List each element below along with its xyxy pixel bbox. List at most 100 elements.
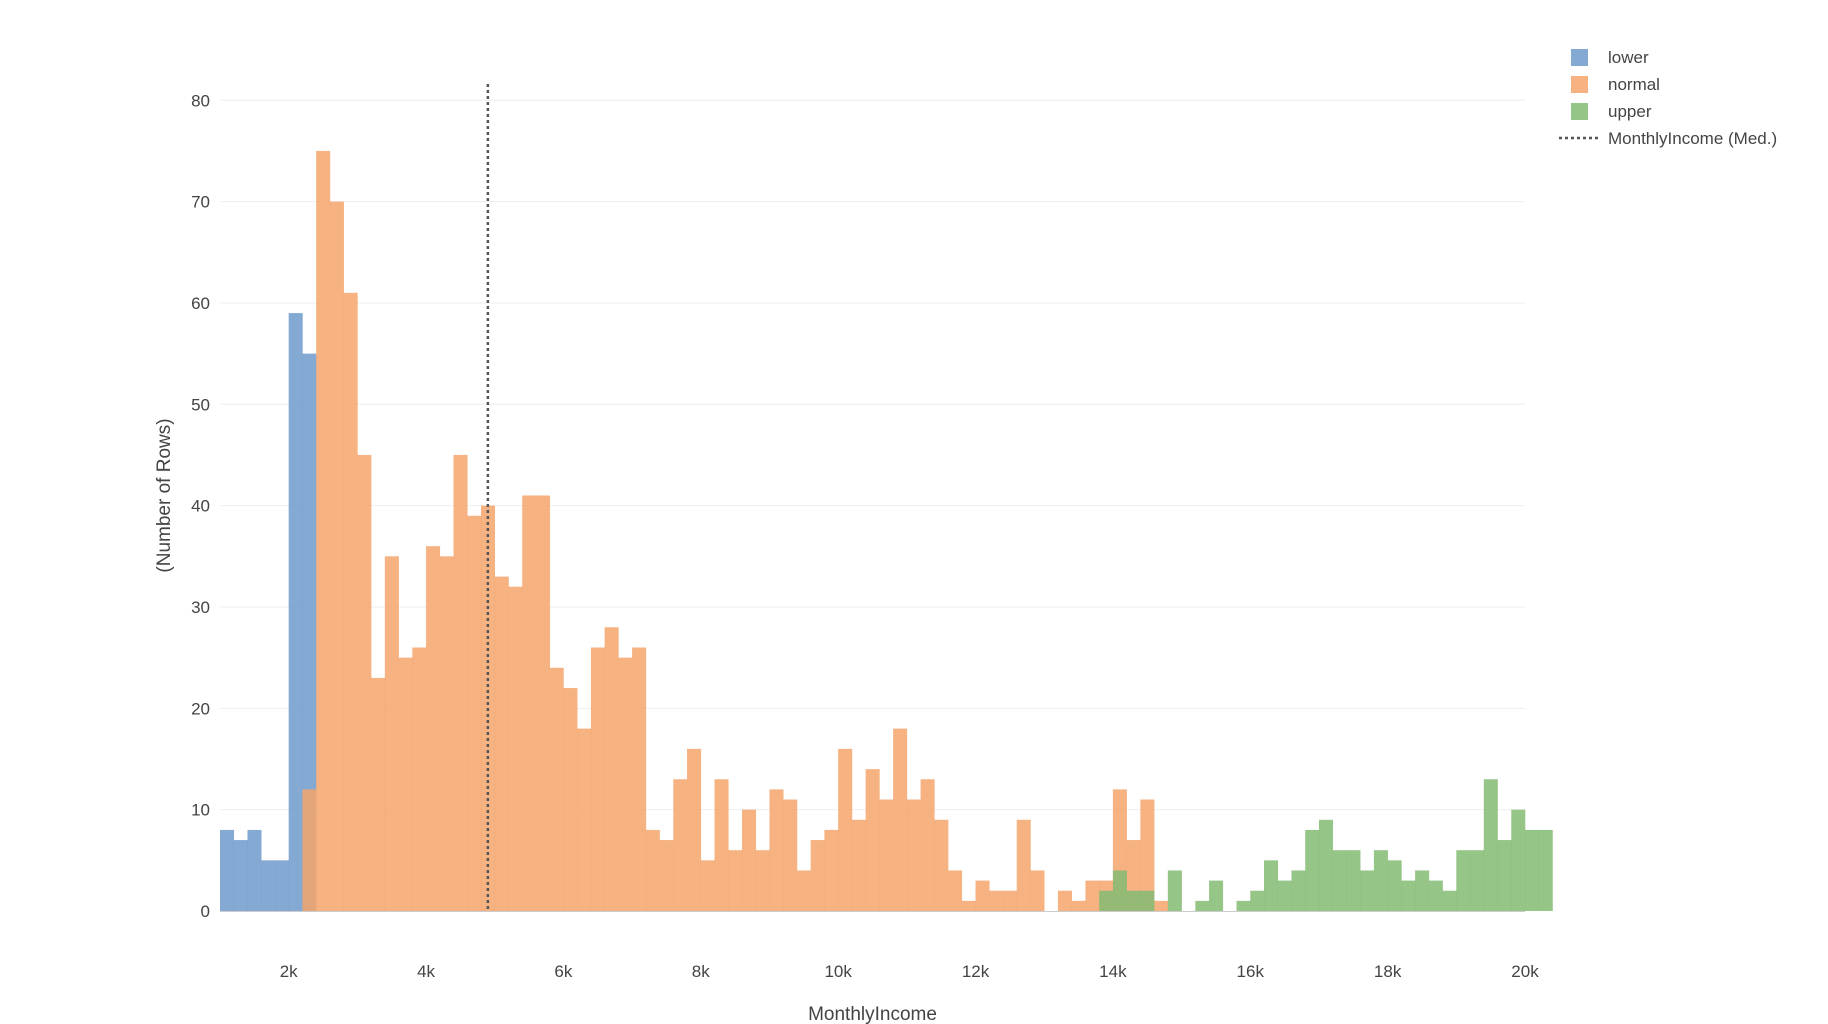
bar-upper-14200 <box>1126 890 1141 911</box>
bar-normal-7600 <box>673 779 688 911</box>
bar-normal-7200 <box>645 829 660 911</box>
bar-normal-7800 <box>687 748 702 911</box>
legend-swatch <box>1571 49 1588 66</box>
y-tick-label: 50 <box>191 395 210 414</box>
y-axis-title: (Number of Rows) <box>154 418 175 572</box>
legend-swatch <box>1571 76 1588 93</box>
bar-upper-19000 <box>1456 850 1471 911</box>
bar-normal-8600 <box>742 809 757 911</box>
bar-normal-8000 <box>700 860 715 911</box>
legend: lower normal upper MonthlyIncome (Med.) <box>1559 48 1777 148</box>
bar-upper-15200 <box>1195 900 1210 911</box>
bar-normal-7000 <box>632 647 647 911</box>
y-tick-label: 20 <box>191 699 210 718</box>
bar-normal-10400 <box>865 769 880 911</box>
bar-upper-18000 <box>1387 860 1402 911</box>
bar-lower-2200 <box>302 353 317 911</box>
bar-upper-18600 <box>1428 880 1443 911</box>
bar-upper-16000 <box>1250 890 1265 911</box>
bar-lower-1200 <box>233 840 248 911</box>
bar-normal-8400 <box>728 850 743 911</box>
bar-normal-11000 <box>906 799 921 911</box>
bar-lower-1000 <box>220 829 235 911</box>
bar-normal-12200 <box>989 890 1004 911</box>
bar-normal-10200 <box>851 819 866 911</box>
bar-upper-16200 <box>1264 860 1279 911</box>
bar-normal-3200 <box>371 677 386 911</box>
bar-upper-18400 <box>1415 870 1430 911</box>
bar-normal-9200 <box>783 799 798 911</box>
bar-lower-1400 <box>247 829 262 911</box>
bar-normal-4400 <box>453 454 468 911</box>
bar-normal-4200 <box>439 556 454 911</box>
bar-upper-14400 <box>1140 890 1155 911</box>
bar-normal-9800 <box>824 829 839 911</box>
bar-lower-1600 <box>261 860 276 911</box>
bar-upper-19200 <box>1470 850 1485 911</box>
legend-label: normal <box>1608 75 1660 94</box>
bar-normal-11800 <box>961 900 976 911</box>
series-upper <box>1099 779 1553 911</box>
bar-normal-11200 <box>920 779 935 911</box>
bar-normal-12800 <box>1030 870 1045 911</box>
series-lower <box>220 313 317 912</box>
x-tick-label: 16k <box>1237 962 1265 981</box>
legend-label: MonthlyIncome (Med.) <box>1608 129 1777 148</box>
bar-normal-3800 <box>412 647 427 911</box>
y-tick-label: 0 <box>201 902 210 921</box>
bar-upper-16600 <box>1291 870 1306 911</box>
bars <box>220 150 1553 912</box>
bar-upper-15800 <box>1236 900 1251 911</box>
bar-normal-9400 <box>796 870 811 911</box>
bar-normal-12600 <box>1016 819 1031 911</box>
bar-normal-6200 <box>577 728 592 911</box>
legend-swatch <box>1571 103 1588 120</box>
bar-normal-5800 <box>549 667 564 911</box>
bar-normal-2800 <box>343 292 358 911</box>
bar-normal-13200 <box>1057 890 1072 911</box>
bar-upper-15400 <box>1209 880 1224 911</box>
x-tick-label: 6k <box>554 962 572 981</box>
bar-normal-3600 <box>398 657 413 911</box>
x-axis-title: MonthlyIncome <box>808 1004 937 1024</box>
bar-normal-10600 <box>879 799 894 911</box>
legend-item-upper: upper <box>1571 102 1652 121</box>
legend-label: lower <box>1608 48 1649 67</box>
x-tick-label: 18k <box>1374 962 1402 981</box>
bar-normal-4600 <box>467 515 482 911</box>
bar-normal-14600 <box>1154 900 1169 911</box>
bar-normal-6800 <box>618 657 633 911</box>
bar-normal-6400 <box>590 647 605 911</box>
bar-normal-8800 <box>755 850 770 911</box>
x-tick-label: 14k <box>1099 962 1127 981</box>
bar-normal-9000 <box>769 789 784 911</box>
bar-normal-5400 <box>522 495 537 911</box>
bar-upper-19400 <box>1483 779 1498 911</box>
x-tick-label: 12k <box>962 962 990 981</box>
bar-upper-17400 <box>1346 850 1361 911</box>
y-tick-label: 70 <box>191 193 210 212</box>
bar-normal-4000 <box>426 546 441 911</box>
bar-normal-2200 <box>302 789 317 911</box>
x-tick-labels: 2k 4k 6k 8k 10k 12k 14k 16k 18k 20k <box>280 962 1539 981</box>
bar-normal-12400 <box>1003 890 1018 911</box>
bar-normal-2600 <box>329 201 344 912</box>
bar-normal-13400 <box>1071 900 1086 911</box>
bar-normal-14400 <box>1140 799 1155 911</box>
x-tick-label: 8k <box>692 962 710 981</box>
bar-upper-16400 <box>1277 880 1292 911</box>
bar-upper-18200 <box>1401 880 1416 911</box>
bar-upper-19600 <box>1497 840 1512 911</box>
bar-normal-10800 <box>893 728 908 911</box>
bar-normal-8200 <box>714 779 729 911</box>
x-tick-label: 4k <box>417 962 435 981</box>
bar-normal-2400 <box>316 150 331 911</box>
bar-normal-10000 <box>838 748 853 911</box>
bar-upper-17000 <box>1318 819 1333 911</box>
bar-upper-18800 <box>1442 890 1457 911</box>
legend-label: upper <box>1608 102 1652 121</box>
y-tick-label: 40 <box>191 497 210 516</box>
y-tick-label: 30 <box>191 598 210 617</box>
